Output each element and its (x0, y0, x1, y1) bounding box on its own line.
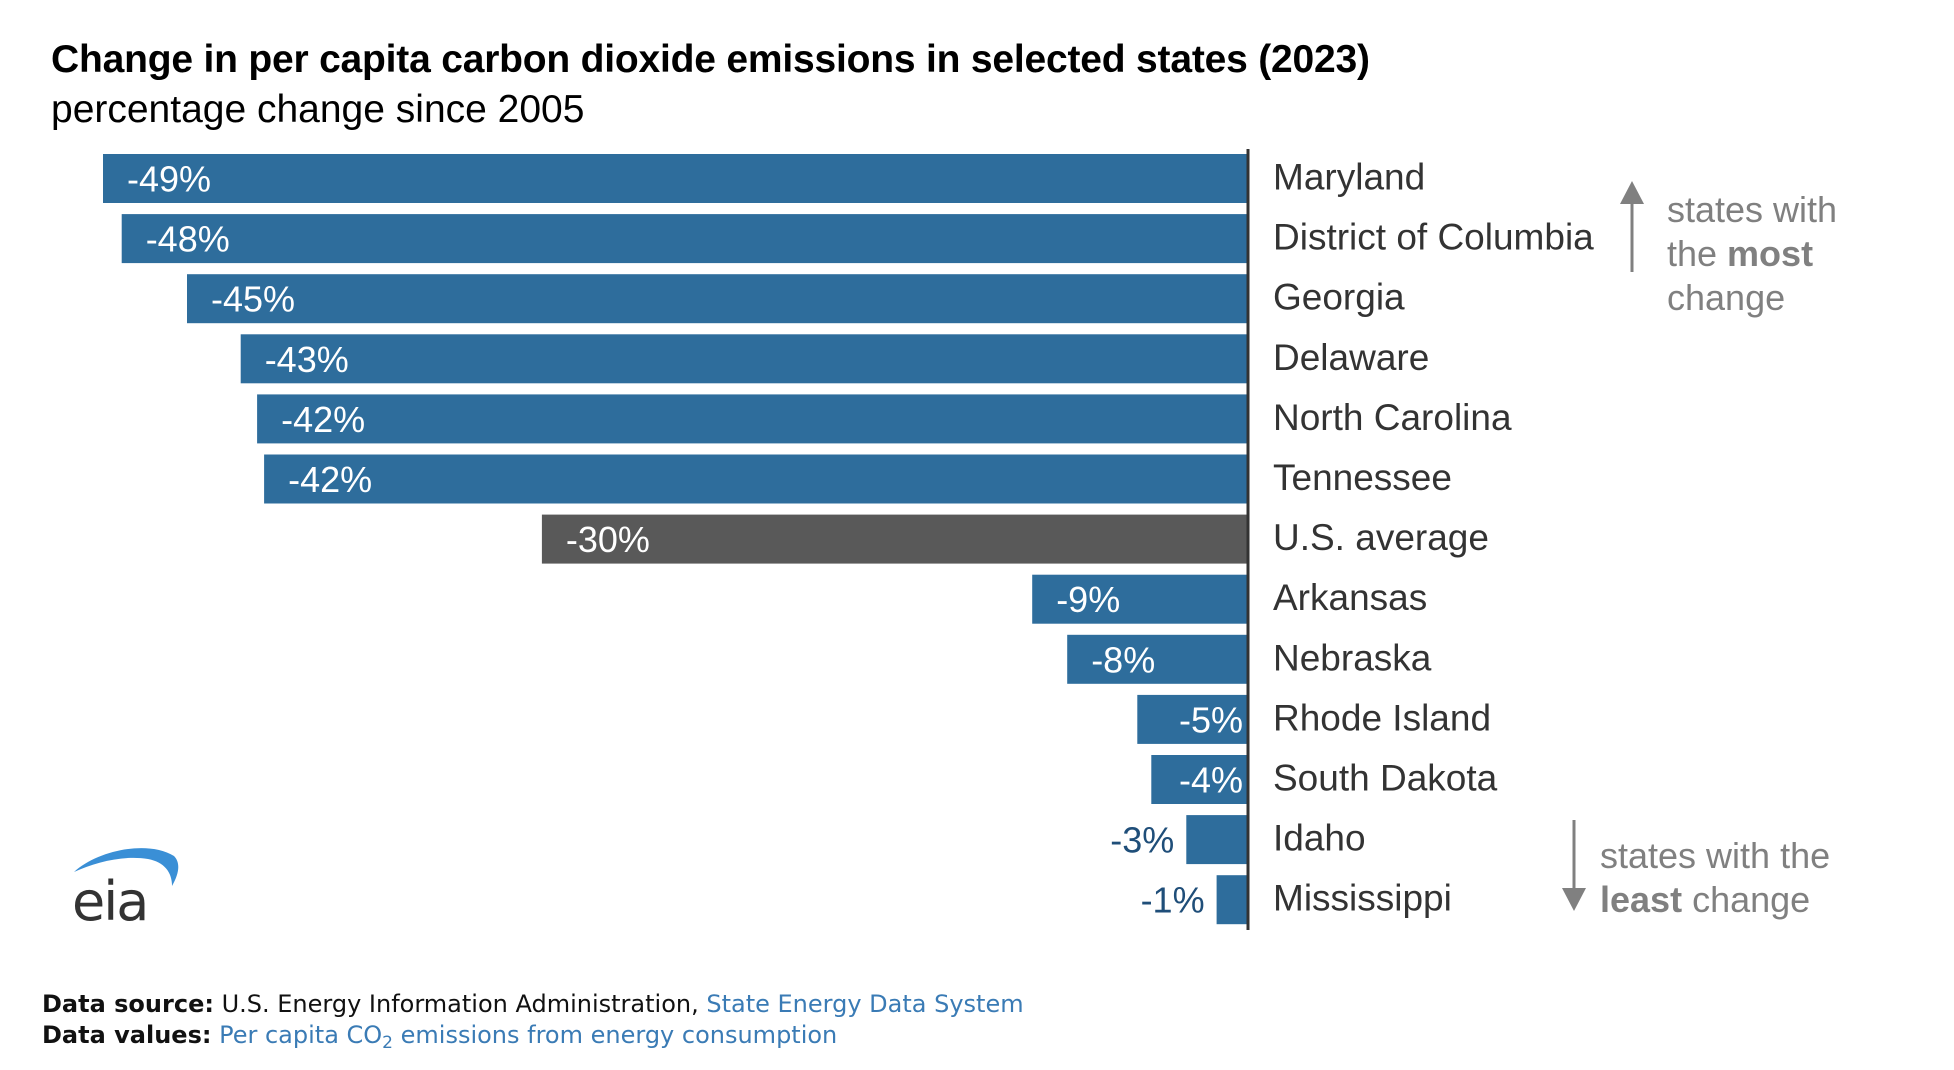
category-label: Mississippi (1273, 878, 1452, 919)
arrow-up-icon (1620, 181, 1644, 272)
category-label: U.S. average (1273, 517, 1489, 558)
bar-rhode-island (1137, 694, 1247, 744)
legend-most-pre: states with the (1667, 189, 1838, 274)
value-label: -48% (146, 219, 230, 260)
category-label: Maryland (1273, 157, 1425, 198)
value-label: -43% (265, 339, 349, 380)
legend-most-bold: most (1727, 233, 1814, 274)
value-label: -45% (211, 279, 295, 320)
value-label: -49% (127, 159, 211, 200)
logo-text: eia (72, 870, 147, 927)
category-label: Delaware (1273, 337, 1429, 378)
value-label: -5% (1179, 699, 1243, 740)
source-link[interactable]: State Energy Data System (706, 990, 1024, 1018)
bar-south-dakota (1151, 755, 1247, 804)
legend-least-bold: least (1600, 879, 1683, 920)
value-label: -42% (281, 399, 365, 440)
bar-delaware (240, 334, 1247, 384)
value-label: -4% (1179, 760, 1243, 801)
bar-idaho (1186, 815, 1247, 865)
category-label: Arkansas (1273, 577, 1427, 618)
bar-district-of-columbia (121, 214, 1248, 264)
category-label: South Dakota (1273, 758, 1498, 799)
bar-mississippi (1216, 875, 1247, 925)
bar-u-s-average (541, 514, 1247, 564)
source-text: U.S. Energy Information Administration, (221, 990, 699, 1018)
value-label: -1% (1141, 880, 1205, 921)
chart-title: Change in per capita carbon dioxide emis… (51, 38, 1370, 81)
values-link[interactable]: Per capita CO2 emissions from energy con… (219, 1021, 838, 1053)
bar-north-carolina (257, 394, 1248, 444)
value-label: -42% (288, 459, 372, 500)
value-label: -30% (566, 519, 650, 560)
value-label: -8% (1091, 639, 1155, 680)
legend-least-post: change (1682, 879, 1811, 920)
category-label: Idaho (1273, 818, 1366, 859)
footer-data-values: Data values: Per capita CO2 emissions fr… (42, 1021, 837, 1053)
bar-arkansas (1032, 574, 1247, 624)
eia-logo: eia (72, 848, 179, 927)
value-label: -9% (1056, 579, 1120, 620)
chart-subtitle: percentage change since 2005 (51, 88, 585, 131)
bars-group (103, 154, 1248, 925)
legend-most-post: change (1667, 277, 1786, 318)
category-label: District of Columbia (1273, 217, 1594, 258)
logo-swoosh-icon (74, 848, 179, 886)
values-label: Data values: (42, 1021, 212, 1049)
source-label: Data source: (42, 990, 214, 1018)
value-label: -3% (1110, 820, 1174, 861)
category-label: Rhode Island (1273, 697, 1491, 738)
legend-most-change: states with the most change (1667, 188, 1887, 320)
bar-nebraska (1067, 634, 1247, 684)
category-label: Nebraska (1273, 637, 1432, 678)
category-labels-group: Maryland District of Columbia Georgia Delaw… (1273, 157, 1594, 919)
legend-least-change: states with the least change (1600, 834, 1920, 922)
legend-least-pre: states with the (1600, 835, 1831, 876)
category-label: Georgia (1273, 277, 1405, 318)
footer-data-source: Data source: U.S. Energy Information Adm… (42, 990, 1024, 1018)
value-labels-group: -49% -48% -45% -43% -42% -42% -30% -9% -8% -5% -4%… (127, 159, 1243, 921)
arrow-down-icon (1562, 820, 1586, 911)
bar-tennessee (264, 454, 1248, 504)
bar-georgia (187, 274, 1247, 324)
category-label: North Carolina (1273, 397, 1512, 438)
category-label: Tennessee (1273, 457, 1452, 498)
bar-maryland (103, 154, 1247, 203)
